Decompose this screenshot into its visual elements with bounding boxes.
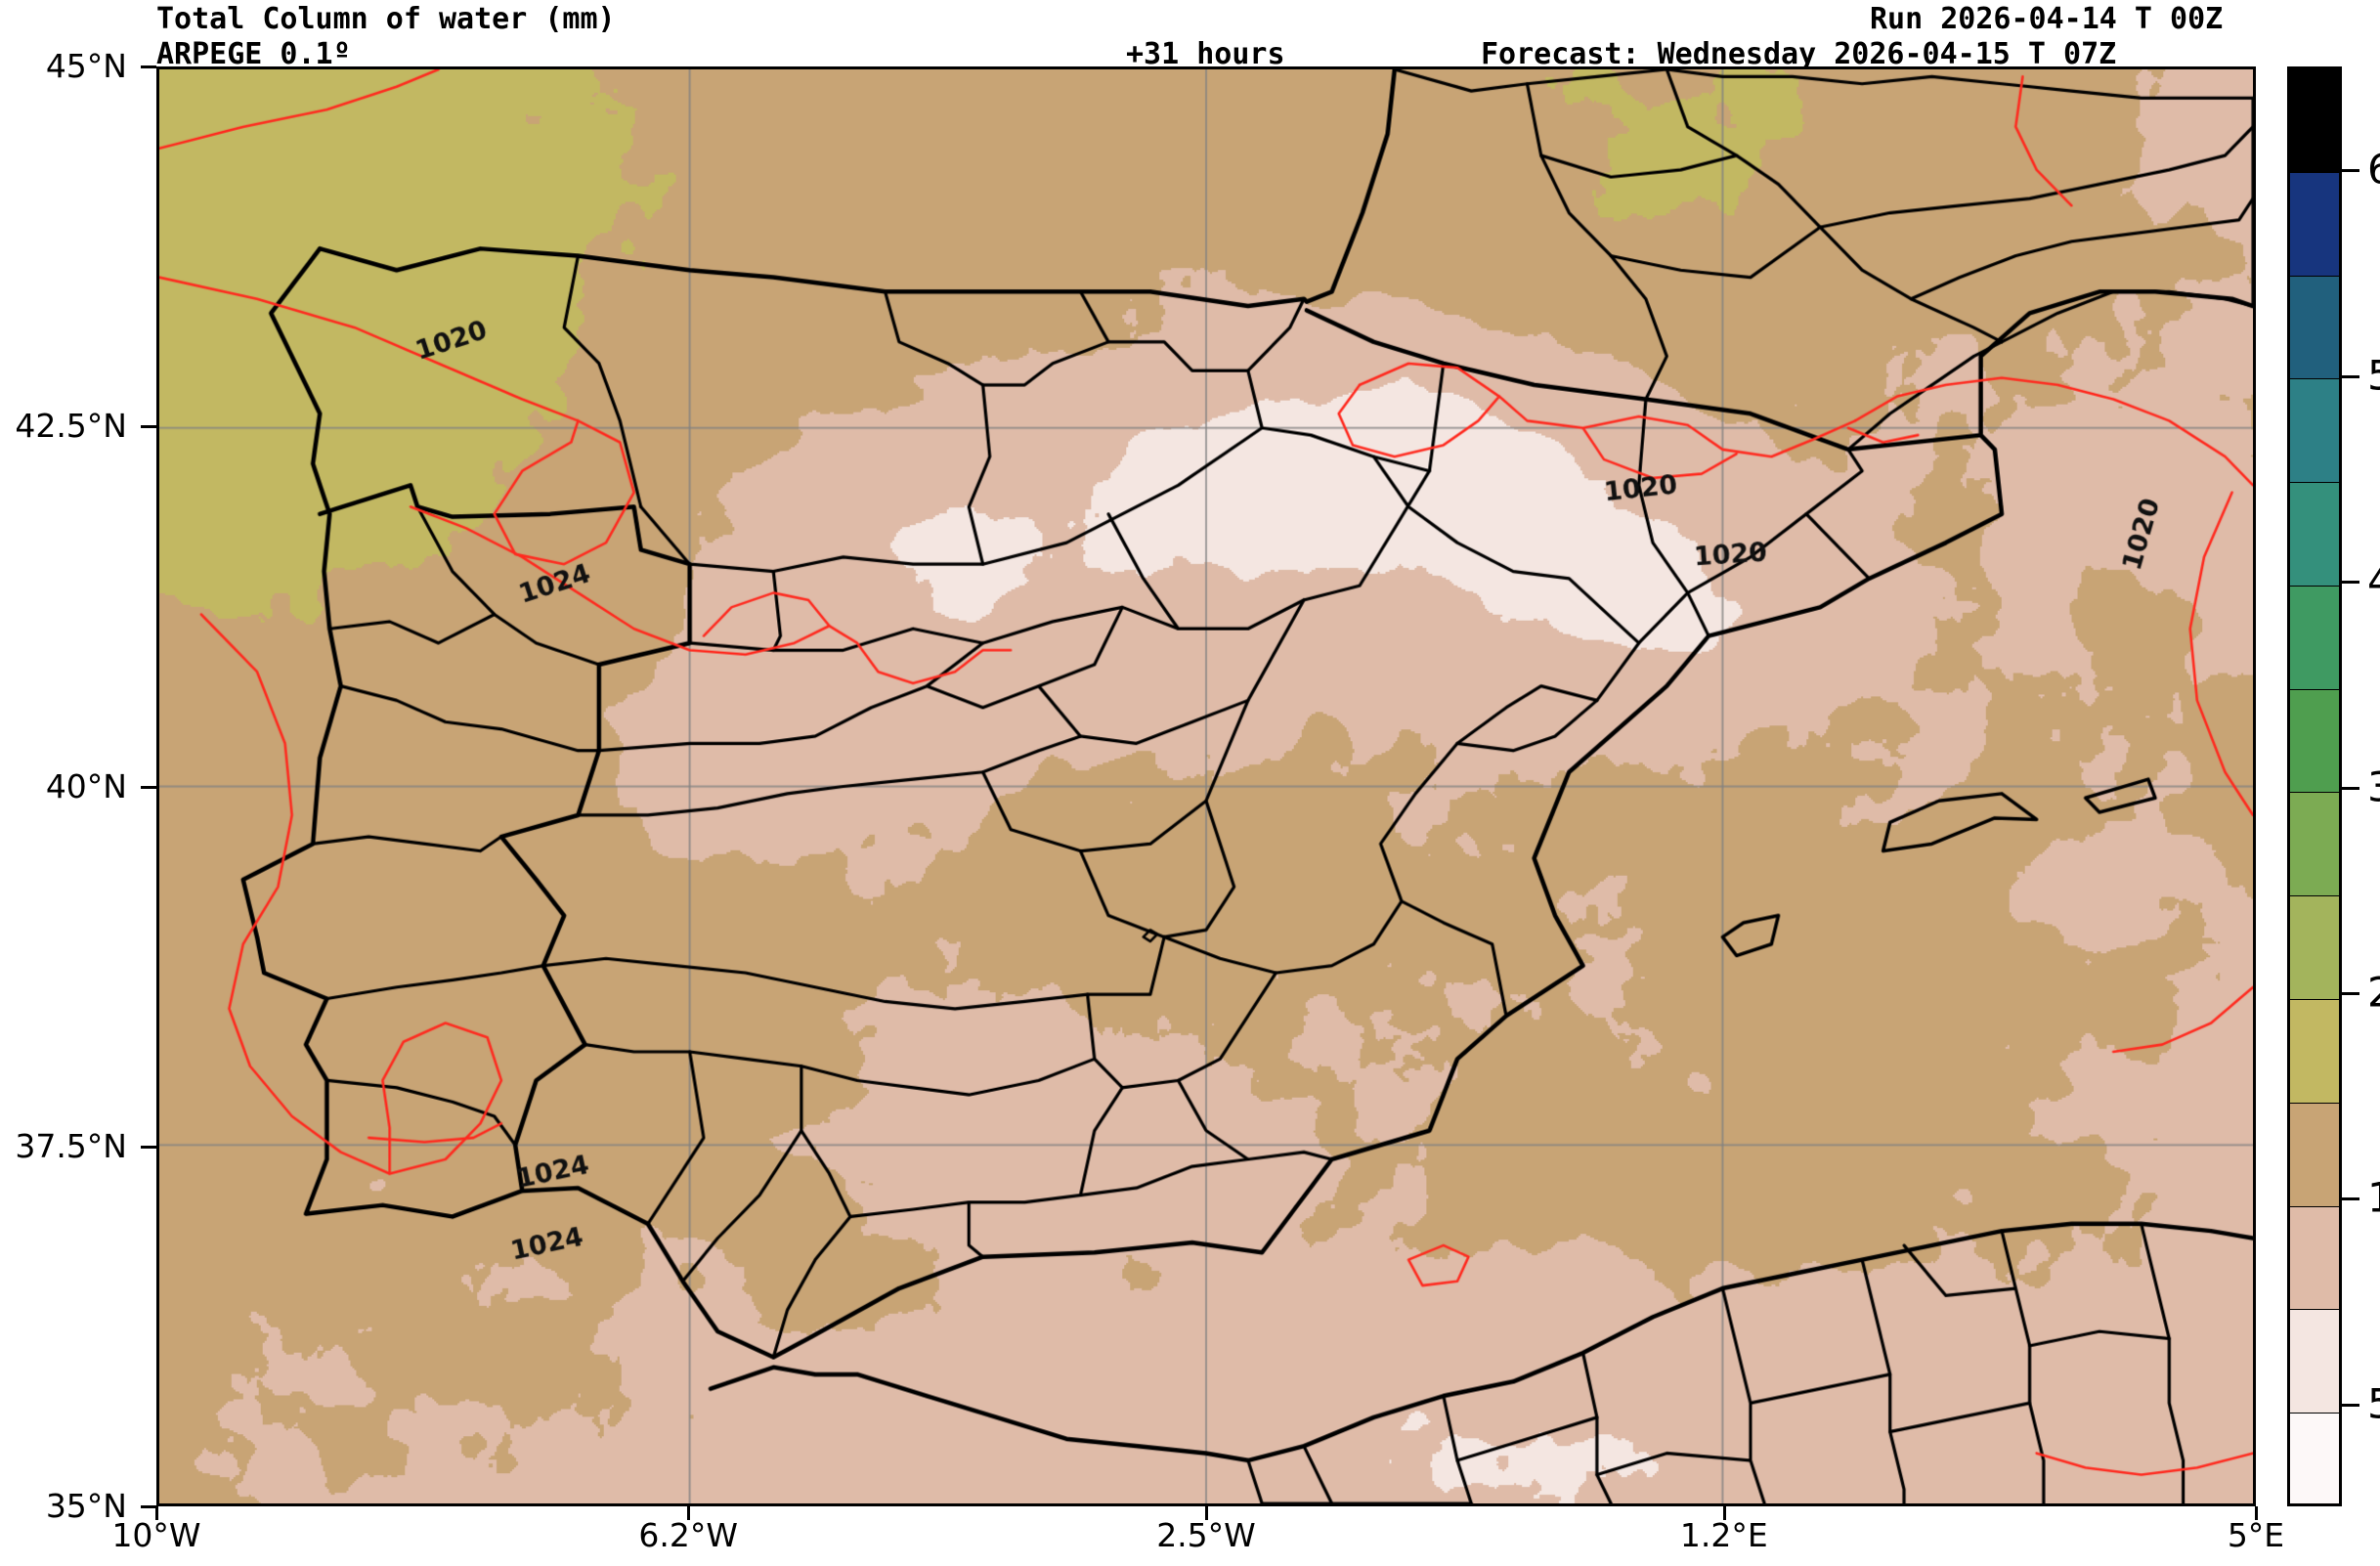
y-axis-tick: [141, 425, 156, 429]
y-axis-tick: [141, 785, 156, 789]
colorbar-band: [2290, 1205, 2339, 1310]
y-axis-tick: [141, 65, 156, 68]
map-raster: [159, 69, 2253, 1503]
x-axis-tick-label: 6.2°W: [638, 1516, 738, 1554]
y-axis-tick-label: 35°N: [45, 1487, 127, 1525]
colorbar-tick-label: 25: [2367, 968, 2380, 1016]
map-panel[interactable]: [156, 66, 2256, 1506]
colorbar-tick: [2342, 169, 2359, 173]
page-title: Total Column of water (mm): [156, 2, 616, 36]
colorbar-tick: [2342, 1403, 2359, 1407]
colorbar-band: [2290, 792, 2339, 896]
colorbar-band: [2290, 1413, 2339, 1503]
run-datetime-label: Run 2026-04-14 T 00Z: [1870, 2, 2224, 36]
colorbar-tick-label: 45: [2367, 557, 2380, 605]
y-axis-tick: [141, 1505, 156, 1508]
forecast-datetime-label: Forecast: Wednesday 2026-04-15 T 07Z: [1481, 37, 2117, 71]
colorbar-band: [2290, 1309, 2339, 1414]
colorbar-band: [2290, 1102, 2339, 1206]
colorbar-tick: [2342, 1197, 2359, 1201]
colorbar-tick-label: 5: [2367, 1379, 2380, 1427]
x-axis-tick: [155, 1506, 158, 1520]
y-axis-tick-label: 42.5°N: [15, 407, 127, 446]
colorbar-band: [2290, 999, 2339, 1103]
colorbar-band: [2290, 69, 2339, 172]
x-axis-tick: [1722, 1506, 1726, 1520]
x-axis-tick: [1205, 1506, 1208, 1520]
colorbar-band: [2290, 171, 2339, 276]
colorbar-tick-label: 55: [2367, 351, 2380, 399]
y-axis-tick-label: 40°N: [45, 766, 127, 805]
colorbar: [2287, 66, 2342, 1506]
colorbar-band: [2290, 275, 2339, 379]
lead-time-label: +31 hours: [1126, 37, 1285, 71]
y-axis-tick-label: 37.5°N: [15, 1126, 127, 1165]
colorbar-tick: [2342, 786, 2359, 790]
x-axis-tick-label: 5°E: [2227, 1516, 2285, 1554]
colorbar-tick: [2342, 991, 2359, 995]
x-axis-tick-label: 2.5°W: [1156, 1516, 1256, 1554]
y-axis-tick: [141, 1145, 156, 1149]
colorbar-tick-label: 65: [2367, 146, 2380, 194]
y-axis-tick-label: 45°N: [45, 47, 127, 85]
colorbar-band: [2290, 378, 2339, 483]
x-axis-tick: [2255, 1506, 2258, 1520]
colorbar-band: [2290, 688, 2339, 793]
colorbar-tick: [2342, 581, 2359, 585]
colorbar-tick-label: 15: [2367, 1174, 2380, 1222]
colorbar-band: [2290, 482, 2339, 586]
colorbar-tick: [2342, 374, 2359, 378]
colorbar-band: [2290, 895, 2339, 1000]
x-axis-tick-label: 10°W: [111, 1516, 201, 1554]
colorbar-tick-label: 35: [2367, 762, 2380, 810]
model-label: ARPEGE 0.1º: [156, 37, 351, 71]
x-axis-tick-label: 1.2°E: [1679, 1516, 1768, 1554]
colorbar-band: [2290, 585, 2339, 689]
x-axis-tick: [687, 1506, 691, 1520]
